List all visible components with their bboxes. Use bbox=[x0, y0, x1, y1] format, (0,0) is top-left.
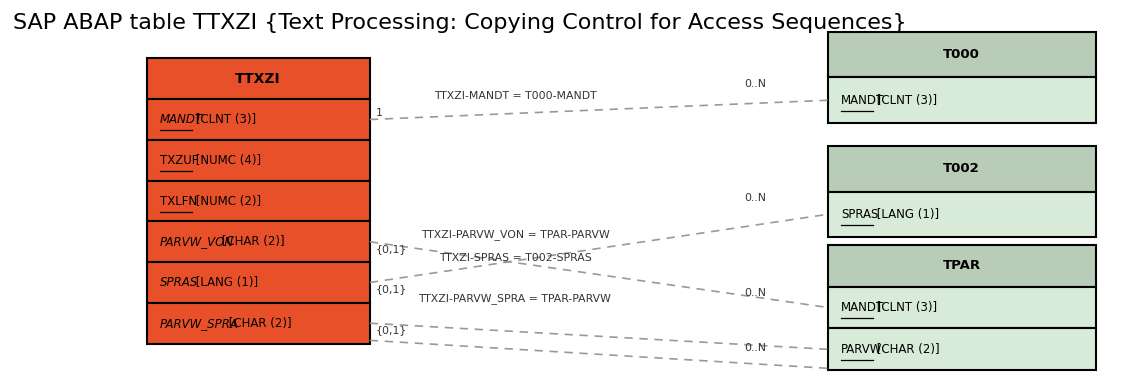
Text: 0..N: 0..N bbox=[744, 79, 765, 89]
Bar bbox=[147, 140, 370, 181]
Text: [LANG (1)]: [LANG (1)] bbox=[874, 208, 940, 221]
Text: T002: T002 bbox=[943, 162, 980, 175]
Bar bbox=[828, 245, 1096, 286]
Text: {0,1}: {0,1} bbox=[376, 244, 407, 254]
Text: TTXZI: TTXZI bbox=[236, 72, 281, 86]
Text: MANDT: MANDT bbox=[841, 94, 884, 107]
Text: [NUMC (2)]: [NUMC (2)] bbox=[192, 195, 262, 208]
Text: 1: 1 bbox=[376, 108, 383, 118]
Bar bbox=[147, 221, 370, 262]
Text: PARVW: PARVW bbox=[841, 343, 883, 356]
Text: [CLNT (3)]: [CLNT (3)] bbox=[192, 113, 256, 126]
Text: PARVW_VON: PARVW_VON bbox=[159, 235, 233, 248]
Text: [CLNT (3)]: [CLNT (3)] bbox=[874, 94, 937, 107]
Bar bbox=[828, 146, 1096, 192]
Bar bbox=[147, 99, 370, 140]
Text: TPAR: TPAR bbox=[942, 259, 981, 272]
Text: SPRAS: SPRAS bbox=[159, 276, 198, 289]
Text: TTXZI-PARVW_VON = TPAR-PARVW: TTXZI-PARVW_VON = TPAR-PARVW bbox=[420, 229, 609, 240]
Bar bbox=[147, 181, 370, 221]
Text: 0..N: 0..N bbox=[744, 193, 765, 203]
Bar bbox=[147, 59, 370, 99]
Text: [CHAR (2)]: [CHAR (2)] bbox=[219, 235, 285, 248]
Text: T000: T000 bbox=[943, 48, 980, 61]
Bar bbox=[828, 286, 1096, 328]
Text: MANDT: MANDT bbox=[841, 301, 884, 314]
Text: [CHAR (2)]: [CHAR (2)] bbox=[874, 343, 940, 356]
Text: 0..N: 0..N bbox=[744, 343, 765, 353]
Bar bbox=[147, 262, 370, 303]
Bar bbox=[828, 328, 1096, 370]
Text: {0,1}: {0,1} bbox=[376, 285, 407, 295]
Bar bbox=[828, 32, 1096, 77]
Text: TTXZI-PARVW_SPRA = TPAR-PARVW: TTXZI-PARVW_SPRA = TPAR-PARVW bbox=[418, 293, 612, 304]
Text: [NUMC (4)]: [NUMC (4)] bbox=[192, 154, 262, 167]
Text: [CLNT (3)]: [CLNT (3)] bbox=[874, 301, 937, 314]
Text: TXLFN: TXLFN bbox=[159, 195, 197, 208]
Text: SAP ABAP table TTXZI {Text Processing: Copying Control for Access Sequences}: SAP ABAP table TTXZI {Text Processing: C… bbox=[13, 13, 907, 33]
Bar bbox=[828, 77, 1096, 123]
Text: TTXZI-MANDT = T000-MANDT: TTXZI-MANDT = T000-MANDT bbox=[434, 90, 597, 100]
Text: SPRAS: SPRAS bbox=[841, 208, 878, 221]
Text: TTXZI-SPRAS = T002-SPRAS: TTXZI-SPRAS = T002-SPRAS bbox=[439, 254, 591, 264]
Text: [LANG (1)]: [LANG (1)] bbox=[192, 276, 259, 289]
Bar bbox=[828, 192, 1096, 237]
Text: 0..N: 0..N bbox=[744, 288, 765, 298]
Text: [CHAR (2)]: [CHAR (2)] bbox=[224, 317, 292, 330]
Text: {0,1}: {0,1} bbox=[376, 325, 407, 335]
Text: TXZUF: TXZUF bbox=[159, 154, 198, 167]
Text: PARVW_SPRA: PARVW_SPRA bbox=[159, 317, 239, 330]
Bar bbox=[147, 303, 370, 344]
Text: MANDT: MANDT bbox=[159, 113, 203, 126]
